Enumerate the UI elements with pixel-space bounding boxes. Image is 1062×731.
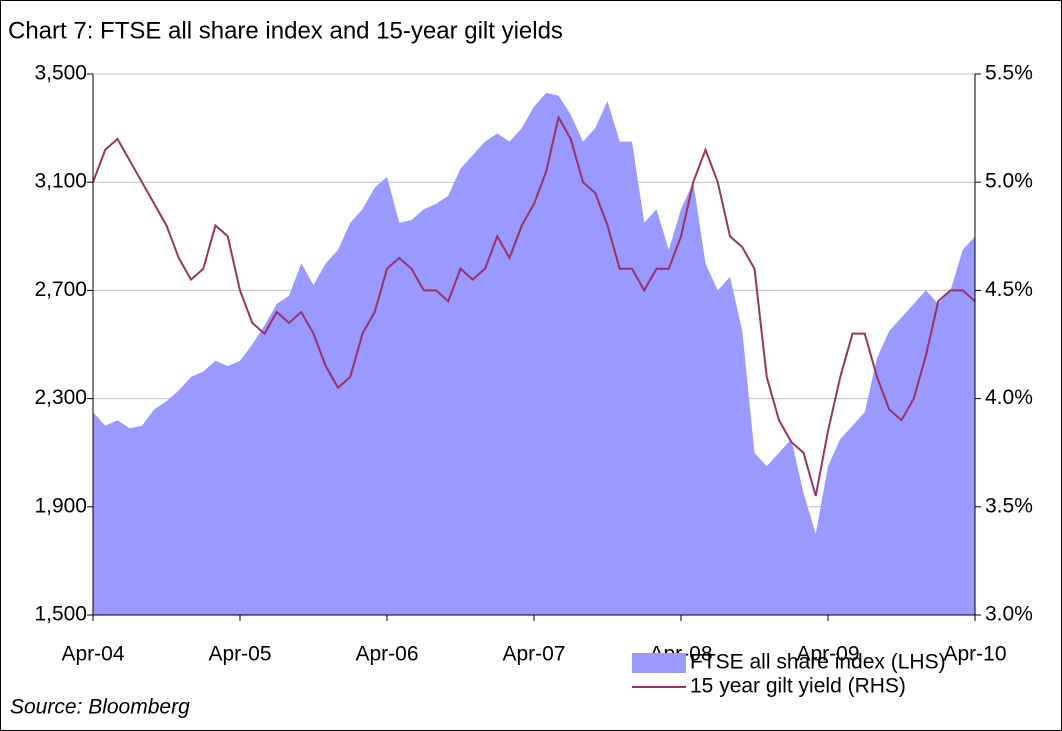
x-tick-label: Apr-09 [796, 643, 859, 666]
legend-label: FTSE all share index (LHS) [690, 651, 946, 674]
x-tick-label: Apr-06 [355, 643, 418, 666]
x-tick-label: Apr-05 [208, 643, 271, 666]
y2-tick-label: 5.5% [985, 62, 1033, 85]
y-tick-label: 3,500 [34, 62, 87, 85]
legend-swatch [632, 653, 686, 673]
line [92, 114, 976, 497]
y-tick-label: 1,500 [34, 603, 87, 626]
area [93, 92, 975, 615]
y2-tick-label: 5.0% [985, 170, 1033, 193]
y2-tick-label: 3.0% [985, 603, 1033, 626]
y-tick-label: 1,900 [34, 494, 87, 517]
x-tick-label: Apr-07 [502, 643, 565, 666]
y2-tick-label: 4.0% [985, 386, 1033, 409]
y2-tick-label: 3.5% [985, 494, 1033, 517]
y2-tick-label: 4.5% [985, 278, 1033, 301]
chart-title: Chart 7: FTSE all share index and 15-yea… [8, 17, 563, 44]
x-tick-label: Apr-10 [943, 643, 1006, 666]
legend-label: 15 year gilt yield (RHS) [690, 675, 906, 698]
y-tick-label: 3,100 [34, 170, 87, 193]
source-note: Source: Bloomberg [10, 696, 190, 719]
y-tick-label: 2,300 [34, 386, 87, 409]
y-tick-label: 2,700 [34, 278, 87, 301]
x-tick-label: Apr-04 [61, 643, 124, 666]
